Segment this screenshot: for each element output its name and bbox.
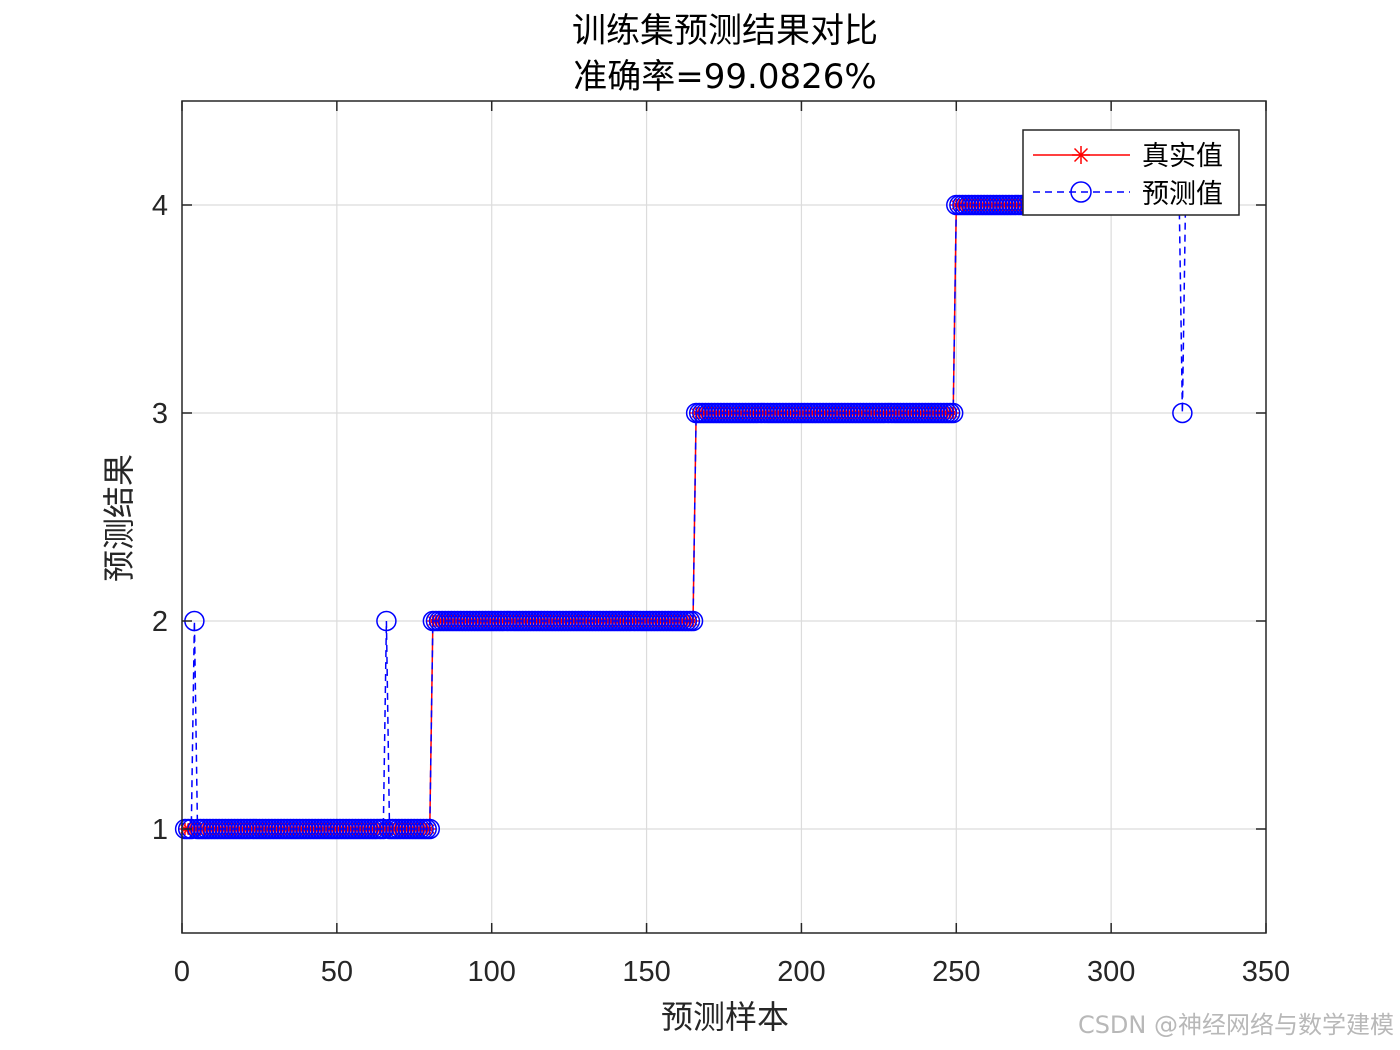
legend-true-label: 真实值 <box>1142 141 1223 172</box>
legend-pred-marker <box>1070 181 1092 203</box>
axes <box>181 100 1267 934</box>
x-tick-label: 200 <box>777 956 825 988</box>
watermark: CSDN @神经网络与数学建模 <box>1077 1011 1394 1039</box>
y-tick-label: 1 <box>152 814 168 846</box>
x-tick-label: 100 <box>468 956 516 988</box>
x-tick-label: 150 <box>622 956 670 988</box>
legend-box <box>1022 129 1240 216</box>
chart-title: 训练集预测结果对比 <box>572 11 878 51</box>
x-axis-ticks: 0 50 100 150 200 250 300 350 <box>174 101 1290 988</box>
pred-point <box>1172 402 1193 424</box>
x-tick-label: 350 <box>1242 956 1290 988</box>
series-true-markers <box>179 199 1201 835</box>
x-axis-label: 预测样本 <box>661 998 789 1036</box>
pred-point <box>376 610 397 632</box>
legend: 真实值 预测值 <box>1022 129 1240 216</box>
axes-box <box>181 100 1267 934</box>
y-tick-label: 3 <box>152 398 168 430</box>
pred-point <box>682 610 704 632</box>
legend-pred-label: 预测值 <box>1142 179 1223 210</box>
y-tick-label: 4 <box>152 190 168 222</box>
x-tick-label: 0 <box>174 956 190 988</box>
chart-subtitle: 准确率=99.0826% <box>573 57 876 97</box>
y-axis-ticks: 1 2 3 4 <box>152 190 1266 846</box>
grid-lines <box>182 101 1266 933</box>
y-tick-label: 2 <box>152 606 168 638</box>
x-tick-label: 300 <box>1087 956 1135 988</box>
series-pred-markers <box>174 194 1206 840</box>
plot-area <box>174 194 1206 840</box>
y-axis-label: 预测结果 <box>100 454 138 582</box>
x-tick-label: 50 <box>321 956 353 988</box>
pred-point <box>419 818 441 840</box>
legend-true-marker <box>1072 146 1090 164</box>
x-tick-label: 250 <box>932 956 980 988</box>
pred-point <box>942 402 964 424</box>
